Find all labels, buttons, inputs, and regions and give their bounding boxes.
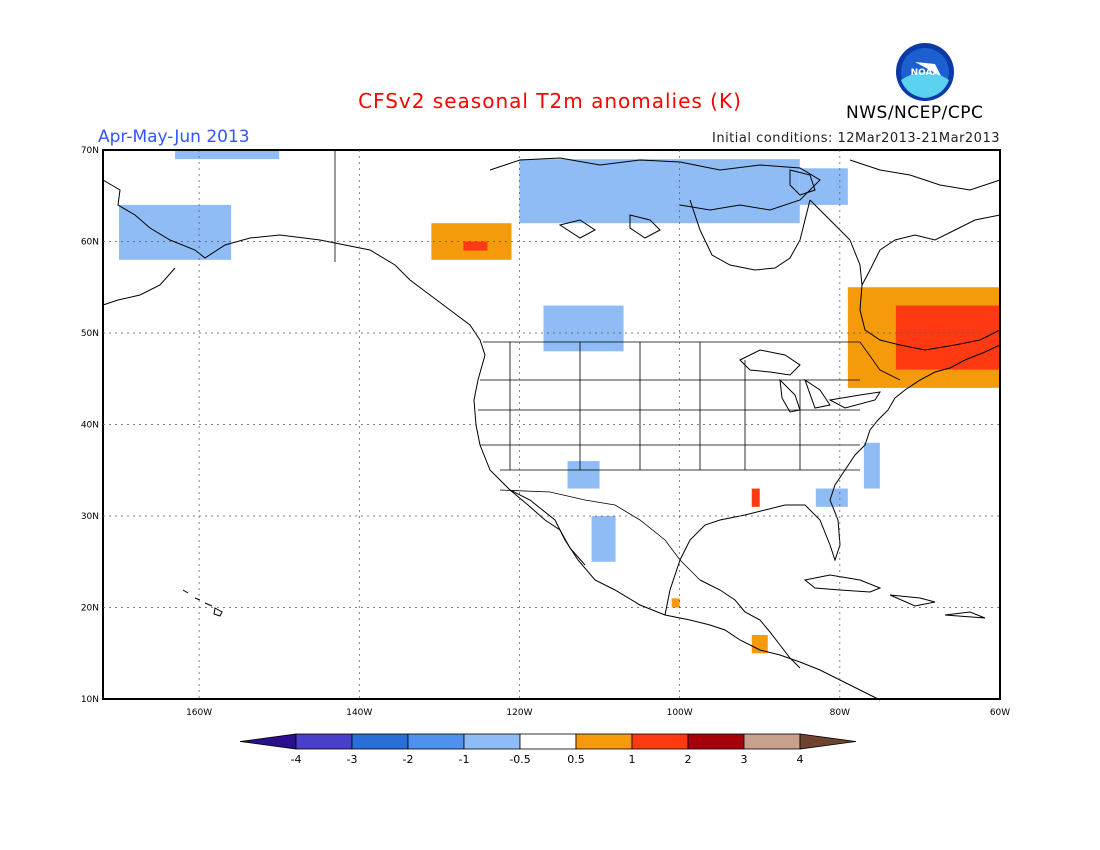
colorbar-label: 3 <box>741 753 748 766</box>
colorbar-segment <box>575 733 633 750</box>
graticule <box>103 150 1000 699</box>
agency-label: NWS/NCEP/CPC <box>846 103 984 123</box>
colorbar-segment <box>407 733 465 750</box>
latitude-tick-label: 30N <box>81 512 99 522</box>
colorbar-segment <box>743 733 801 750</box>
latitude-tick-label: 70N <box>81 146 99 156</box>
latitude-tick-label: 50N <box>81 329 99 339</box>
coastlines <box>102 157 1001 701</box>
colorbar-segment <box>799 733 857 750</box>
anomaly-region <box>175 150 280 160</box>
anomaly-region <box>567 461 600 489</box>
latitude-labels: 70N 60N 50N 40N 30N 20N 10N <box>81 146 99 705</box>
noaa-logo-icon: NOAA <box>896 43 954 101</box>
longitude-tick-label: 140W <box>346 708 372 718</box>
latitude-tick-label: 40N <box>81 421 99 431</box>
anomaly-region <box>119 204 232 260</box>
anomaly-region <box>895 305 1000 370</box>
colorbar: -4 -3 -2 -1 -0.5 0.5 1 2 3 4 <box>239 733 857 766</box>
anomaly-region <box>751 488 760 507</box>
colorbar-segment <box>239 733 297 750</box>
anomaly-region <box>543 305 624 352</box>
colorbar-segment <box>463 733 521 750</box>
svg-text:NOAA: NOAA <box>911 68 940 78</box>
latitude-tick-label: 20N <box>81 604 99 614</box>
colorbar-label: -1 <box>459 753 470 766</box>
colorbar-label: -4 <box>291 753 302 766</box>
colorbar-label: 0.5 <box>567 753 585 766</box>
map-title: CFSv2 seasonal T2m anomalies (K) <box>358 89 742 113</box>
longitude-tick-label: 100W <box>667 708 693 718</box>
colorbar-label: 1 <box>629 753 636 766</box>
colorbar-segment <box>295 733 353 750</box>
colorbar-segment <box>631 733 689 750</box>
latitude-tick-label: 10N <box>81 695 99 705</box>
colorbar-segment <box>519 733 577 750</box>
longitude-tick-label: 80W <box>830 708 850 718</box>
colorbar-label: -0.5 <box>509 753 530 766</box>
anomaly-region <box>591 516 616 562</box>
colorbar-segment <box>351 733 409 750</box>
longitude-tick-label: 120W <box>506 708 532 718</box>
colorbar-label: 2 <box>685 753 692 766</box>
longitude-tick-label: 160W <box>186 708 212 718</box>
political-borders <box>334 150 901 581</box>
colorbar-label: -2 <box>403 753 414 766</box>
anomaly-shading <box>119 150 1000 654</box>
anomaly-region <box>751 634 768 654</box>
anomaly-region <box>463 241 488 251</box>
longitude-labels: 160W 140W 120W 100W 80W 60W <box>186 708 1010 718</box>
colorbar-label: 4 <box>797 753 804 766</box>
colorbar-segment <box>687 733 745 750</box>
anomaly-region <box>671 598 680 608</box>
colorbar-label: -3 <box>347 753 358 766</box>
anomaly-region <box>863 442 880 489</box>
longitude-tick-label: 60W <box>990 708 1010 718</box>
initial-conditions: Initial conditions: 12Mar2013-21Mar2013 <box>712 131 1000 146</box>
latitude-tick-label: 60N <box>81 238 99 248</box>
forecast-period: Apr-May-Jun 2013 <box>98 127 250 147</box>
anomaly-region <box>519 159 800 224</box>
